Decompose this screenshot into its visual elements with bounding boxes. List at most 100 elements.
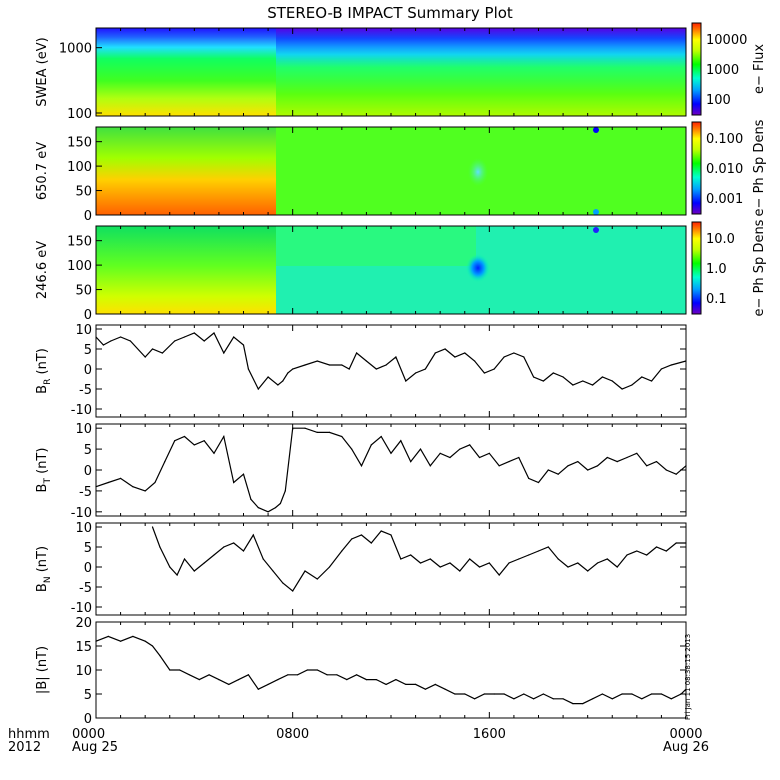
data-point-bmag	[533, 698, 535, 700]
data-point-bt	[626, 456, 628, 459]
data-point-bn	[176, 574, 178, 576]
data-point-bmag	[188, 674, 190, 676]
data-point-bt	[183, 435, 186, 438]
data-point-bn	[419, 562, 422, 564]
data-point-br	[233, 336, 235, 338]
y-tick-label: 5	[84, 443, 92, 458]
data-point-bt	[95, 486, 97, 488]
colorbar-tick-label: 0.001	[706, 192, 743, 207]
data-point-bmag	[542, 693, 545, 695]
x-prefix-year: 2012	[8, 740, 41, 755]
data-point-bn	[488, 562, 490, 564]
data-point-br	[247, 368, 249, 370]
data-point-bt	[459, 448, 461, 450]
data-point-bt	[242, 473, 245, 475]
y-tick-label: 150	[67, 235, 92, 250]
data-point-bt	[400, 440, 402, 442]
y-tick-label: -10	[71, 601, 92, 616]
data-point-br	[405, 380, 407, 382]
data-point-br	[174, 340, 176, 342]
data-point-br	[287, 372, 289, 374]
data-point-bt	[174, 440, 176, 442]
data-point-bn	[439, 566, 441, 568]
data-point-bmag	[493, 693, 495, 695]
data-point-bmag	[356, 674, 358, 676]
data-point-bmag	[405, 683, 407, 686]
data-point-bmag	[444, 688, 446, 690]
data-point-bn	[636, 550, 638, 552]
data-point-bt	[655, 461, 658, 463]
data-point-bmag	[267, 683, 269, 686]
data-point-bn	[316, 578, 318, 580]
data-point-br	[685, 360, 687, 362]
data-point-bmag	[228, 683, 230, 686]
data-point-bmag	[144, 640, 146, 642]
data-point-bt	[203, 440, 205, 442]
data-point-bt	[419, 448, 422, 450]
data-point-bt	[351, 448, 353, 450]
colorbar-tick-label: 0.1	[706, 292, 727, 307]
data-point-bn	[272, 570, 274, 572]
data-point-br	[304, 364, 306, 366]
data-point-br	[375, 368, 377, 370]
data-point-bmag	[483, 693, 485, 695]
data-point-bt	[107, 481, 109, 484]
data-point-br	[542, 380, 545, 382]
data-point-bn	[304, 570, 306, 572]
y-tick-label: 10	[75, 422, 92, 437]
data-point-br	[193, 332, 195, 334]
data-point-br	[631, 384, 633, 386]
data-point-bt	[257, 507, 259, 509]
data-point-bn	[449, 562, 451, 564]
data-point-bn	[469, 558, 471, 560]
data-point-bt	[370, 444, 372, 446]
data-point-bn	[151, 526, 154, 528]
data-point-bmag	[621, 693, 623, 695]
y-tick-label: 100	[67, 107, 92, 122]
data-point-bn	[292, 590, 294, 592]
data-point-bmag	[306, 669, 308, 671]
y-tick-label: 5	[84, 541, 92, 556]
data-point-br	[483, 372, 485, 374]
y-tick-label: -10	[71, 403, 92, 418]
colorbar-tick-label: 10000	[706, 33, 747, 48]
data-point-br	[356, 352, 358, 354]
y-axis-label: BT (nT)	[35, 448, 53, 493]
data-point-bn	[223, 546, 225, 548]
data-point-bt	[213, 452, 215, 454]
data-point-bt	[360, 465, 363, 467]
data-point-bt	[518, 456, 520, 459]
data-point-bmag	[179, 669, 181, 671]
data-point-bmag	[685, 688, 687, 690]
data-point-bt	[341, 435, 343, 438]
data-point-bn	[498, 574, 500, 576]
data-point-bmag	[287, 674, 289, 676]
data-point-bt	[488, 452, 490, 454]
data-point-br	[161, 352, 163, 354]
y-tick-label: 20	[75, 616, 92, 631]
data-point-br	[474, 360, 476, 362]
data-point-bmag	[277, 679, 279, 681]
data-point-br	[454, 356, 456, 358]
y-axis-label: BR (nT)	[35, 348, 53, 394]
panel-frame-br	[95, 324, 687, 418]
y-tick-label: 0	[84, 464, 92, 479]
y-tick-label: 5	[84, 688, 92, 703]
data-point-bmag	[365, 679, 367, 681]
data-point-bt	[567, 465, 569, 467]
signature-text: Fri Jan 11 08:38:15 2013	[684, 633, 692, 720]
data-point-bt	[537, 481, 540, 484]
data-point-br	[120, 336, 122, 338]
data-point-bn	[183, 558, 186, 560]
data-point-bmag	[415, 683, 417, 686]
y-axis-label: 650.7 eV	[35, 142, 50, 200]
data-point-br	[444, 348, 446, 350]
data-point-bt	[557, 473, 559, 475]
colorbar-label: e− Flux	[752, 44, 767, 94]
y-tick-label: 50	[75, 185, 92, 200]
data-point-bmag	[660, 693, 663, 695]
panel-swea	[95, 27, 687, 117]
data-point-bmag	[552, 698, 554, 700]
data-point-br	[365, 360, 367, 362]
